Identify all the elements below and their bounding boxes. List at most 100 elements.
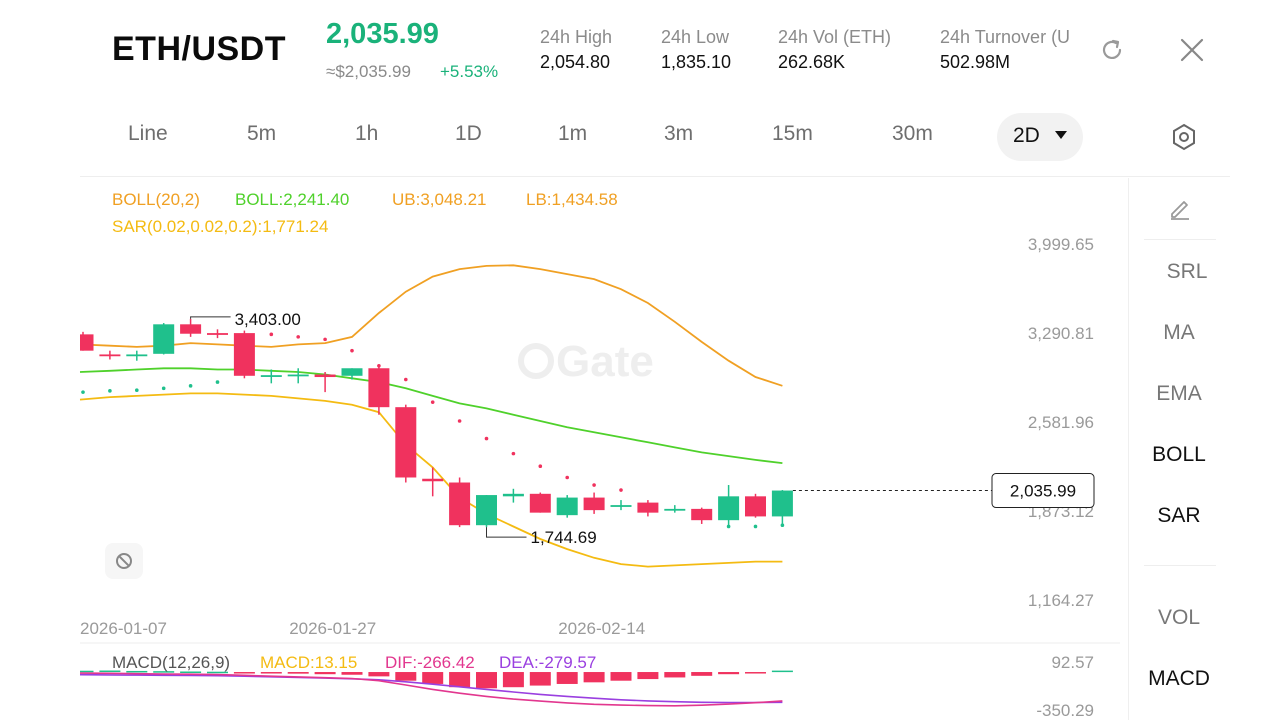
price-chart[interactable]: Gate 3,403.00 1,744.69 3,999.65 3,290.81 2,… xyxy=(0,178,1128,720)
macd-bar xyxy=(637,672,659,680)
candle-body xyxy=(422,478,444,482)
candle-body xyxy=(126,354,148,357)
sar-point xyxy=(188,384,193,388)
boll-upper-line xyxy=(79,264,783,387)
candle-body xyxy=(771,490,793,517)
macd-bar xyxy=(745,672,766,674)
last-price: 2,035.99 xyxy=(326,18,439,50)
macd-bar xyxy=(449,672,471,688)
sar-point xyxy=(538,464,543,468)
sar-point xyxy=(350,348,354,353)
watermark-logo xyxy=(518,343,554,379)
tab-5m[interactable]: 5m xyxy=(247,122,277,145)
stat-value-high: 2,054.80 xyxy=(540,52,611,72)
refresh-icon[interactable] xyxy=(1098,36,1126,64)
candle-body xyxy=(314,374,336,378)
macd-bar xyxy=(610,672,632,681)
tab-15m[interactable]: 15m xyxy=(772,122,813,145)
sidebar-item-srl[interactable]: SRL xyxy=(1166,260,1208,283)
candle-body xyxy=(180,324,202,334)
macd-legend-item: MACD:13.15 xyxy=(260,653,357,672)
chart-tools-button[interactable] xyxy=(105,543,143,579)
macd-bar xyxy=(664,672,686,678)
current-price-box xyxy=(991,473,1095,509)
tab-1d[interactable]: 1D xyxy=(455,122,482,145)
sar-point xyxy=(511,451,516,456)
boll-mid-line xyxy=(79,367,783,464)
sidebar-item-boll[interactable]: BOLL xyxy=(1152,443,1206,466)
sar-point xyxy=(269,332,274,337)
sar-point xyxy=(592,483,596,487)
pencil-icon[interactable] xyxy=(1166,194,1194,222)
candle-body xyxy=(80,334,94,351)
macd-bar xyxy=(502,672,524,688)
tab-2d-selected[interactable] xyxy=(997,113,1083,161)
sidebar-item-macd[interactable]: MACD xyxy=(1148,667,1210,690)
macd-dif-line xyxy=(79,672,783,707)
macd-bar xyxy=(395,672,417,681)
macd-y-tick-label: -350.29 xyxy=(1036,701,1094,720)
stat-value-turnover: 502.98M xyxy=(940,52,1011,72)
macd-bar xyxy=(422,672,444,684)
stat-label-low: 24h Low xyxy=(661,27,730,47)
sidebar-item-ma[interactable]: MA xyxy=(1163,321,1195,344)
sidebar-item-ema[interactable]: EMA xyxy=(1156,382,1202,405)
tab-line[interactable]: Line xyxy=(128,122,168,145)
change-percent: +5.53% xyxy=(440,62,499,81)
sar-point xyxy=(81,390,85,394)
sar-point xyxy=(457,419,462,423)
tab-1h[interactable]: 1h xyxy=(355,122,379,145)
sar-point xyxy=(215,380,220,384)
sar-point xyxy=(161,386,166,391)
candle-body xyxy=(718,496,740,521)
candle-body xyxy=(664,508,686,511)
tab-1m[interactable]: 1m xyxy=(558,122,588,145)
indicator-sidebar xyxy=(1128,178,1231,720)
tab-3m[interactable]: 3m xyxy=(664,122,694,145)
candle-body xyxy=(529,493,551,513)
legend-item: LB:1,434.58 xyxy=(526,190,618,209)
macd-bar xyxy=(341,672,363,675)
candle-body xyxy=(502,493,524,497)
candle-body xyxy=(691,508,713,521)
candle-body xyxy=(341,368,363,376)
close-icon[interactable] xyxy=(1178,36,1206,64)
sar-point xyxy=(108,389,112,393)
max-price-label: 3,403.00 xyxy=(235,310,301,329)
candle-body xyxy=(260,375,282,377)
tab-30m[interactable]: 30m xyxy=(892,122,933,145)
current-price-label: 2,035.99 xyxy=(1010,482,1076,501)
candle-body xyxy=(233,333,255,376)
candle-body xyxy=(583,497,605,511)
caret-down-icon xyxy=(1055,131,1067,139)
macd-bar xyxy=(691,672,713,676)
macd-bar xyxy=(99,670,121,673)
sidebar-item-vol[interactable]: VOL xyxy=(1157,606,1201,629)
stat-label-vol: 24h Vol (ETH) xyxy=(778,27,892,47)
sidebar-item-sar[interactable]: SAR xyxy=(1157,504,1201,527)
candle-body xyxy=(287,374,309,377)
candle-body xyxy=(207,333,228,335)
legend-item: UB:3,048.21 xyxy=(392,190,487,209)
sar-point xyxy=(565,475,569,480)
macd-bar xyxy=(260,672,282,674)
sar-point xyxy=(135,388,139,393)
y-tick-label: 3,290.81 xyxy=(1028,324,1094,343)
candle-body xyxy=(368,368,390,408)
tabs-divider xyxy=(80,176,1230,177)
macd-legend-item: DEA:-279.57 xyxy=(499,653,596,672)
sar-point xyxy=(484,436,489,441)
boll-lower-line xyxy=(79,392,783,568)
macd-bar xyxy=(476,672,497,689)
candle-body xyxy=(610,505,632,507)
min-marker-line xyxy=(486,527,527,538)
x-tick-label: 2026-01-27 xyxy=(289,619,376,638)
hexagon-settings-icon[interactable] xyxy=(1170,122,1198,152)
macd-bar xyxy=(718,672,740,675)
sar-point xyxy=(296,335,301,339)
approx-price: ≈$2,035.99 xyxy=(326,62,411,81)
sar-point xyxy=(619,488,623,492)
legend-item: SAR(0.02,0.02,0.2):1,771.24 xyxy=(112,217,328,236)
macd-bar xyxy=(529,672,551,686)
legend-item: BOLL(20,2) xyxy=(112,190,200,209)
